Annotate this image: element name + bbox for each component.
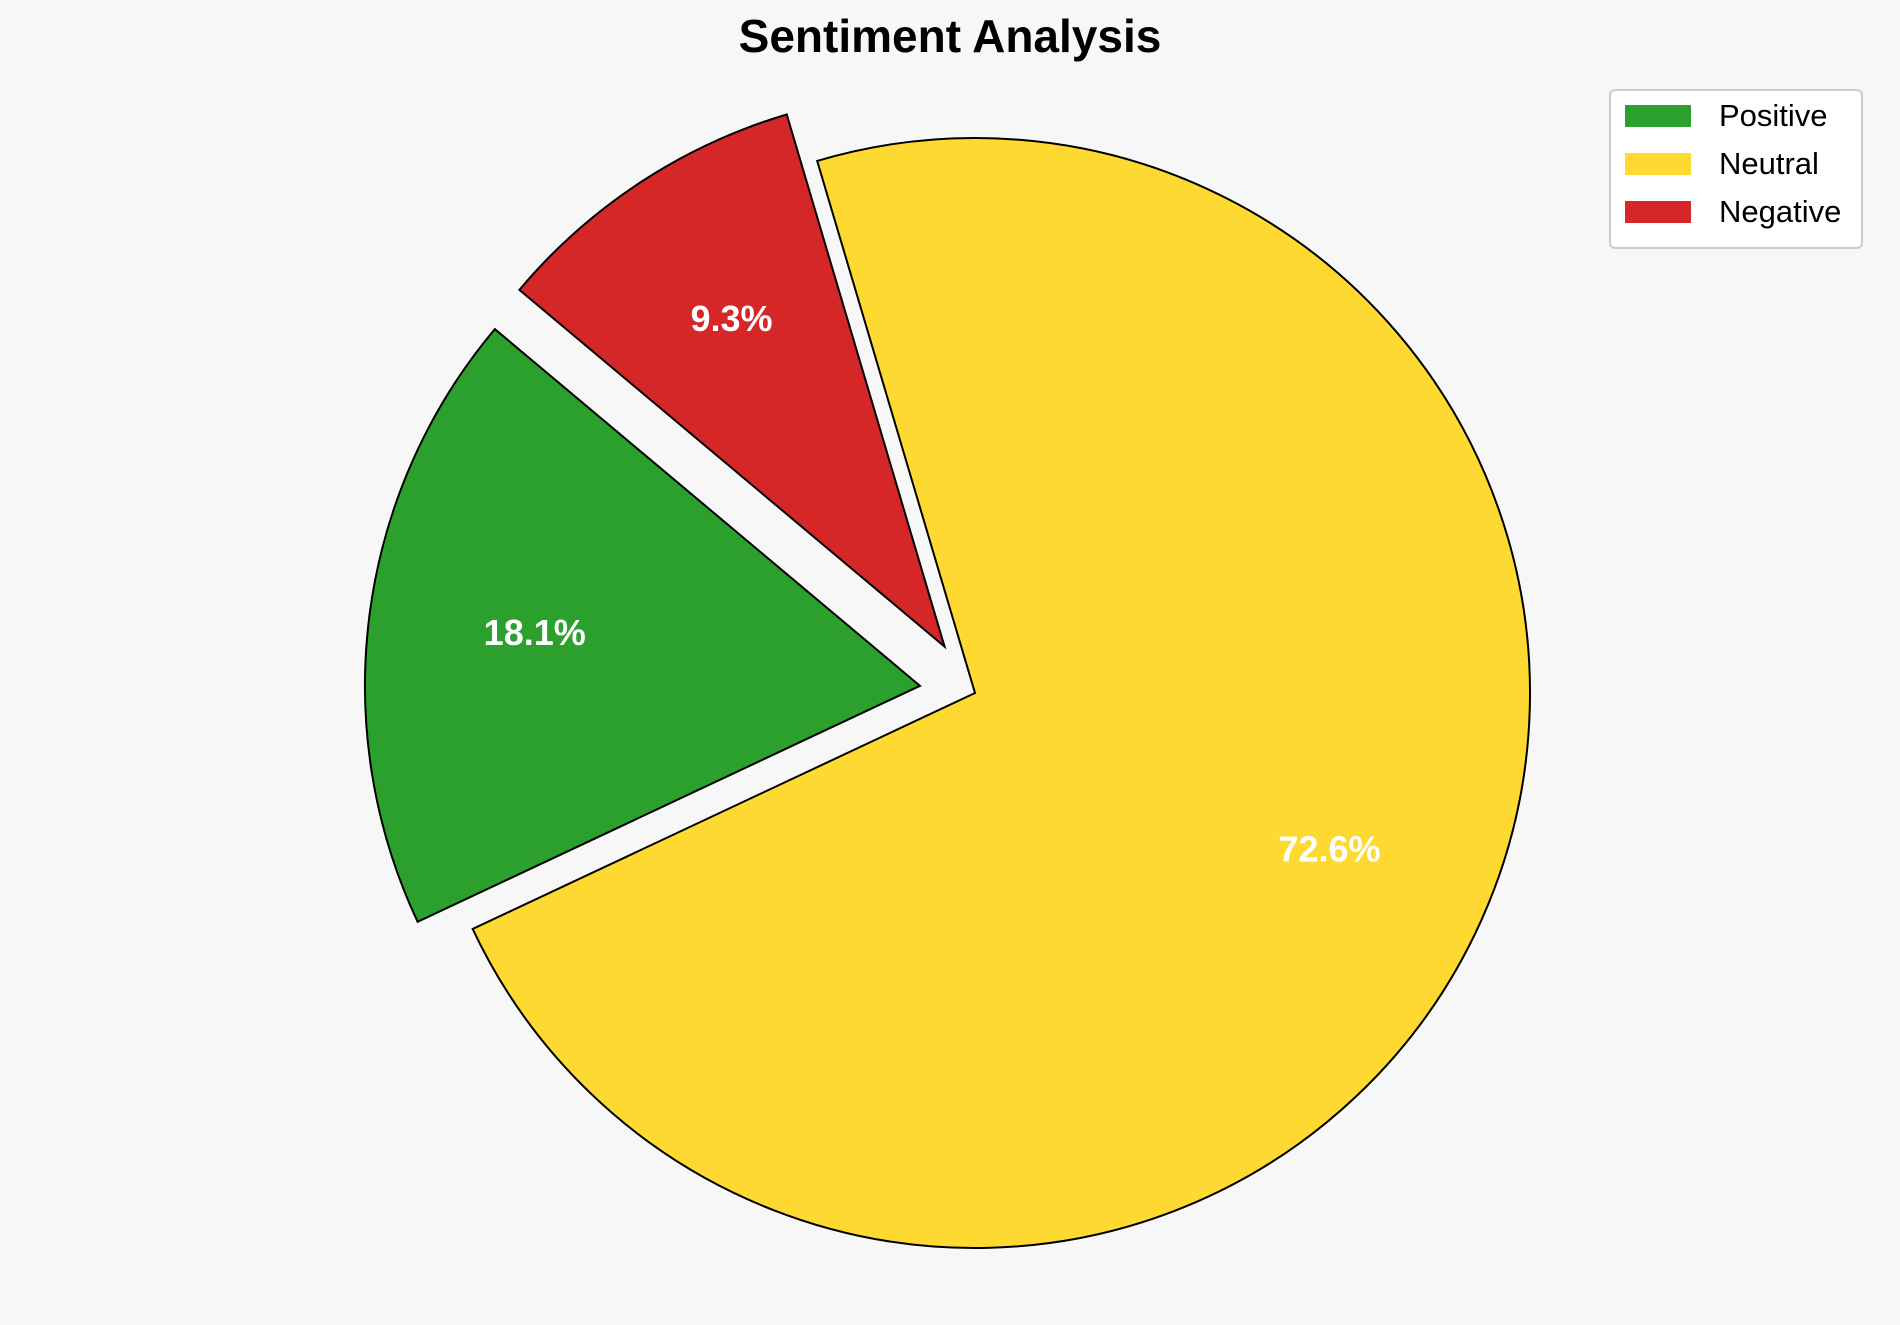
slice-label: 18.1% [484, 612, 586, 653]
legend-label: Negative [1719, 194, 1841, 229]
pie-slice [363, 327, 922, 924]
slice-label: 9.3% [690, 298, 772, 339]
pie-slice [471, 137, 1531, 1249]
legend-swatch [1625, 201, 1691, 223]
legend-label: Positive [1719, 98, 1828, 133]
legend-swatch [1625, 153, 1691, 175]
slice-label: 72.6% [1278, 829, 1380, 870]
chart-title: Sentiment Analysis [739, 10, 1162, 62]
legend-swatch [1625, 105, 1691, 127]
pie-slice [517, 113, 947, 650]
legend-label: Neutral [1719, 146, 1819, 181]
